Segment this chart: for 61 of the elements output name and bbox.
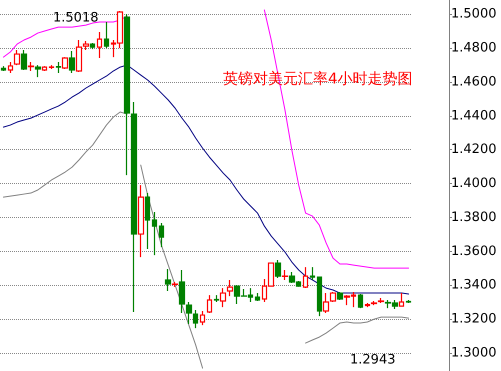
y-tick-label: 1.4800: [451, 40, 496, 56]
candlestick: [42, 66, 48, 72]
candlestick: [378, 297, 384, 304]
candlestick: [406, 299, 412, 304]
y-tick-label: 1.4000: [451, 176, 496, 192]
candlestick: [398, 292, 404, 307]
candlestick: [364, 302, 370, 308]
candlestick: [310, 266, 316, 281]
y-tick-label: 1.3400: [451, 278, 496, 293]
candlestick: [178, 269, 186, 314]
candlestick: [358, 293, 364, 309]
candlestick: [0, 66, 6, 72]
candlestick: [282, 269, 288, 281]
candlestick: [104, 21, 110, 49]
candlestick: [90, 42, 96, 50]
y-tick-label: 1.4600: [451, 74, 496, 90]
candlestick: [20, 49, 28, 71]
y-tick-label: 1.4400: [451, 108, 496, 124]
y-tick-label: 1.3200: [451, 312, 496, 327]
candlestick: [186, 301, 192, 325]
candlestick: [226, 279, 234, 297]
candlestick: [62, 56, 68, 70]
candlestick: [28, 61, 34, 72]
y-tick-label: 1.3600: [451, 244, 496, 259]
candlestick: [34, 64, 42, 78]
candlestick: [214, 294, 220, 303]
candlestick: [48, 64, 54, 70]
candlestick: [200, 310, 206, 326]
candlestick: [206, 294, 212, 314]
candlestick: [124, 13, 130, 176]
y-tick-label: 1.4200: [451, 142, 496, 158]
candlestick: [68, 50, 76, 74]
candlestick: [130, 101, 138, 313]
candlestick: [76, 39, 82, 73]
candlestick: [316, 276, 322, 317]
candlestick: [336, 291, 344, 301]
candlestick: [302, 266, 308, 289]
candlestick: [274, 259, 282, 279]
candlestick: [164, 268, 172, 292]
candlestick: [330, 291, 336, 303]
line-series: [2, 64, 410, 295]
candlestick: [144, 192, 150, 250]
candlestick: [8, 61, 14, 74]
candlestick: [220, 288, 226, 308]
candlestick: [172, 281, 178, 288]
y-tick-label: 1.3800: [451, 210, 496, 225]
candlestick: [158, 222, 164, 248]
candlestick: [370, 300, 378, 306]
annotation: 1.2943: [350, 352, 396, 368]
candlestick: [14, 49, 20, 66]
annotation: 1.5018: [53, 10, 98, 26]
candlestick: [96, 31, 102, 59]
candlestick: [56, 61, 62, 74]
y-tick-label: 1.3000: [451, 346, 496, 361]
candlestick: [322, 292, 330, 314]
y-tick-label: 1.5000: [451, 6, 496, 22]
candlestick: [82, 40, 90, 51]
candlestick: [138, 184, 144, 258]
candlestick: [152, 211, 158, 256]
candlestick: [192, 309, 198, 329]
candlestick: [254, 292, 260, 302]
